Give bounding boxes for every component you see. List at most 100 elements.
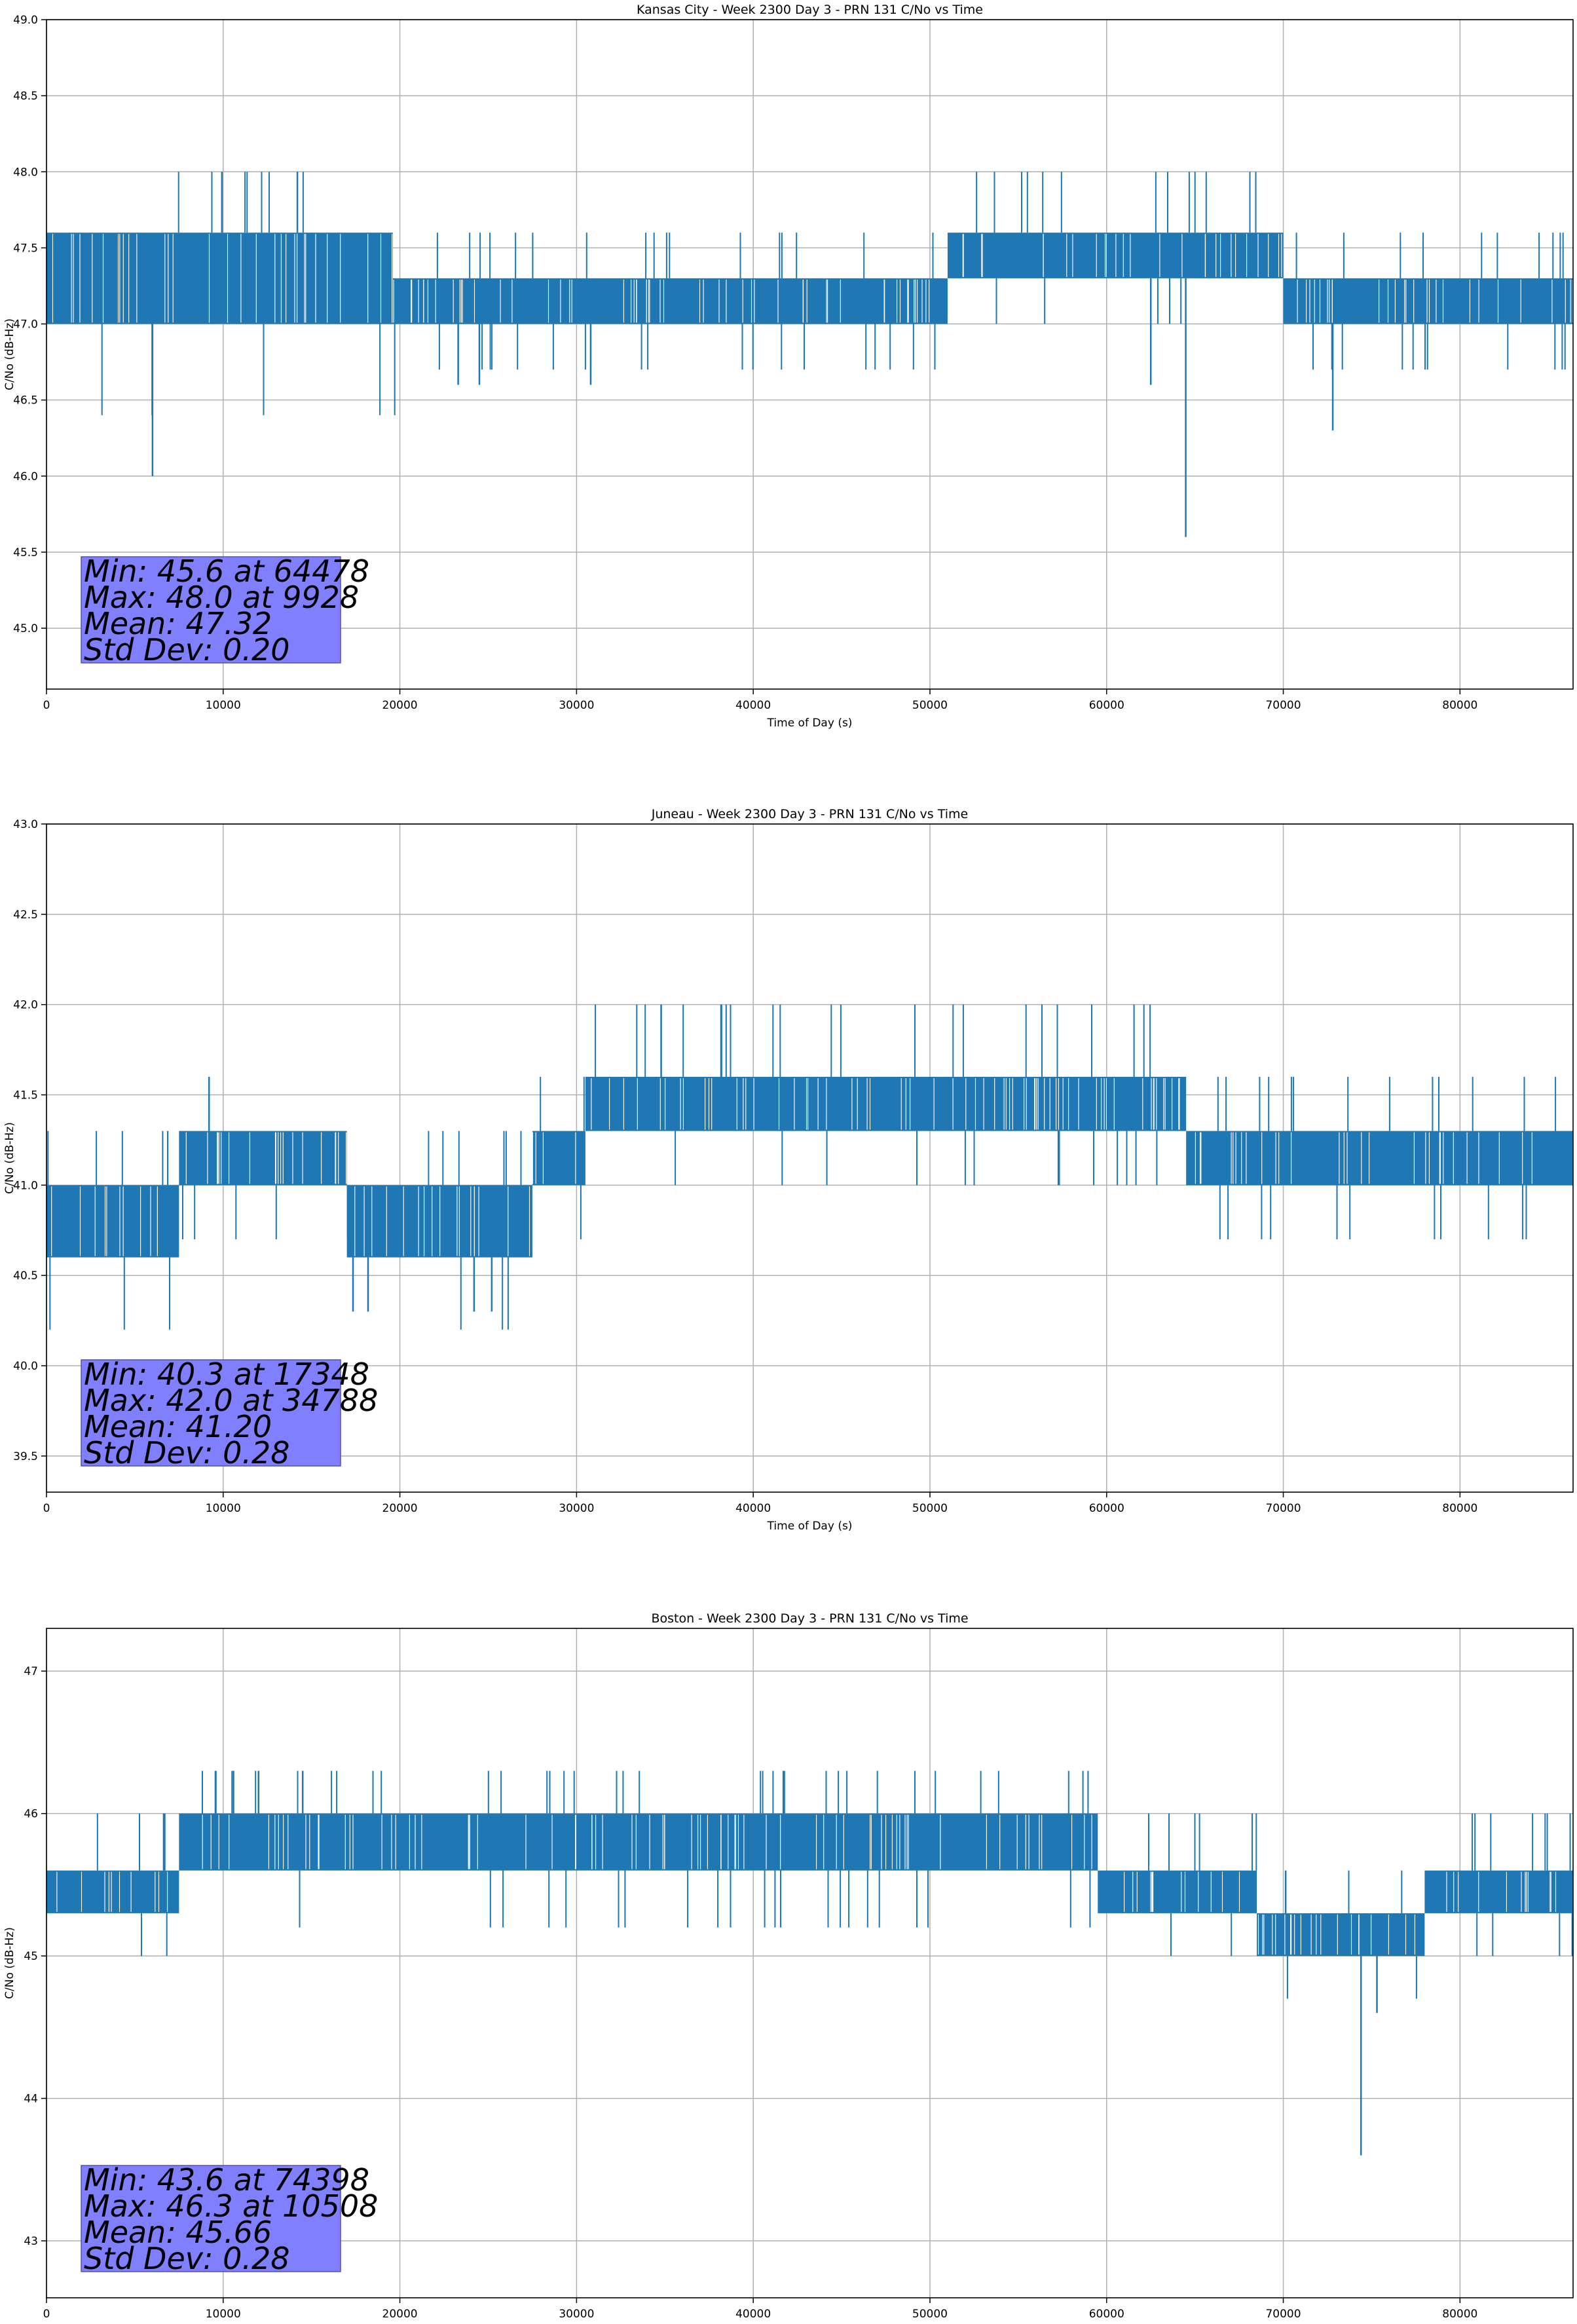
signal-band [585, 1076, 1187, 1131]
y-tick-label: 42.0 [13, 999, 38, 1012]
y-tick-label: 40.0 [13, 1360, 38, 1373]
stats-min: Min: 43.6 at 74398 [84, 2162, 369, 2198]
x-tick-label: 30000 [559, 699, 594, 712]
x-tick-label: 60000 [1089, 699, 1124, 712]
x-tick-label: 40000 [735, 2308, 771, 2321]
signal-band [1257, 1913, 1425, 1957]
stats-max: Max: 42.0 at 34788 [84, 1383, 378, 1418]
y-tick-label: 47 [24, 1665, 38, 1678]
y-tick-label: 48.0 [13, 166, 38, 179]
signal-band [947, 233, 1284, 278]
y-tick-label: 43.0 [13, 818, 38, 831]
y-tick-label: 40.5 [13, 1269, 38, 1283]
x-tick-label: 70000 [1265, 2308, 1301, 2321]
chart-title: Boston - Week 2300 Day 3 - PRN 131 C/No … [651, 1611, 968, 1626]
x-tick-label: 50000 [912, 2308, 948, 2321]
axes-frame [46, 823, 1574, 1493]
signal-band [46, 233, 149, 324]
signal-texture [51, 1186, 158, 1256]
x-tick-label: 80000 [1442, 2308, 1477, 2321]
y-tick-label: 49.0 [13, 14, 38, 27]
series-trace [46, 1004, 1573, 1330]
stats-mean: Mean: 47.32 [84, 606, 272, 641]
signal-band [46, 1185, 179, 1258]
chart-title: Kansas City - Week 2300 Day 3 - PRN 131 … [637, 3, 983, 17]
signal-texture [354, 1186, 530, 1256]
x-tick-label: 20000 [382, 699, 418, 712]
stats-std: Std Dev: 0.28 [84, 1435, 290, 1471]
signal-texture [591, 1078, 1180, 1130]
stats-min: Min: 40.3 at 17348 [84, 1357, 369, 1392]
x-axis-label: Time of Day (s) [767, 717, 853, 730]
stats-box-background [81, 556, 341, 664]
signal-texture [1257, 1914, 1415, 1955]
stats-std: Std Dev: 0.28 [84, 2241, 290, 2276]
signal-excursions [101, 324, 103, 415]
x-tick-label: 40000 [735, 1502, 771, 1515]
signal-band [1424, 1870, 1573, 1913]
x-tick-label: 20000 [382, 2308, 418, 2321]
y-tick-label: 41.5 [13, 1089, 38, 1102]
x-tick-label: 80000 [1442, 1502, 1477, 1515]
y-tick-label: 48.5 [13, 90, 38, 103]
x-tick-label: 20000 [382, 1502, 418, 1515]
signal-band [1186, 1131, 1573, 1186]
signal-band [392, 278, 948, 324]
x-tick-label: 80000 [1442, 699, 1477, 712]
y-tick-label: 42.5 [13, 909, 38, 922]
stats-box-background [81, 2165, 341, 2272]
signal-texture [532, 1132, 576, 1184]
stats-std: Std Dev: 0.20 [84, 632, 290, 667]
y-axis-label: C/No (dB-Hz) [3, 1122, 16, 1194]
x-tick-label: 70000 [1265, 1502, 1301, 1515]
signal-texture [1446, 1871, 1557, 1912]
x-tick-label: 10000 [206, 699, 241, 712]
y-axis-label: C/No (dB-Hz) [3, 1927, 16, 1999]
stats-max: Max: 48.0 at 9928 [84, 580, 359, 615]
series-trace [46, 172, 1573, 537]
signal-texture [1124, 1871, 1240, 1912]
axes-frame [46, 1628, 1574, 2298]
y-tick-label: 46.5 [13, 394, 38, 407]
x-tick-label: 50000 [912, 1502, 948, 1515]
x-tick-label: 30000 [559, 2308, 594, 2321]
y-tick-label: 44 [24, 2093, 38, 2106]
x-tick-label: 70000 [1265, 699, 1301, 712]
y-tick-label: 47.0 [13, 318, 38, 331]
y-tick-label: 47.5 [13, 242, 38, 255]
signal-band [46, 1870, 179, 1913]
signal-texture [1195, 1132, 1532, 1184]
x-tick-label: 0 [43, 2308, 50, 2321]
signal-band [1098, 1870, 1257, 1913]
signal-texture [393, 279, 930, 323]
signal-texture [52, 234, 138, 323]
chart-title: Juneau - Week 2300 Day 3 - PRN 131 C/No … [651, 807, 969, 821]
stats-min: Min: 45.6 at 64478 [84, 553, 369, 589]
x-tick-label: 30000 [559, 1502, 594, 1515]
y-tick-label: 45.0 [13, 622, 38, 635]
x-axis-label: Time of Day (s) [767, 1520, 853, 1533]
y-tick-label: 41.0 [13, 1179, 38, 1192]
signal-band [149, 233, 393, 324]
stats-mean: Mean: 45.66 [84, 2215, 272, 2250]
signal-texture [185, 1132, 347, 1184]
y-tick-label: 46 [24, 1808, 38, 1821]
chart-panel-1: 0 10000 20000 30000 40000 50000 60000 70000 8000… [3, 3, 1574, 730]
x-tick-label: 60000 [1089, 2308, 1124, 2321]
x-tick-label: 0 [43, 1502, 50, 1515]
signal-texture [56, 1871, 168, 1912]
x-tick-label: 10000 [206, 2308, 241, 2321]
chart-panel-2: 0 10000 20000 30000 40000 50000 60000 70000 8000… [3, 807, 1574, 1533]
signal-texture [962, 234, 1282, 277]
chart-panel-3: 0 10000 20000 30000 40000 50000 60000 70000 8000… [3, 1611, 1574, 2321]
signal-texture [164, 234, 393, 323]
x-tick-label: 0 [43, 699, 50, 712]
signal-band [532, 1131, 585, 1186]
signal-band [179, 1131, 347, 1186]
signal-band [1283, 278, 1573, 324]
x-tick-label: 10000 [206, 1502, 241, 1515]
